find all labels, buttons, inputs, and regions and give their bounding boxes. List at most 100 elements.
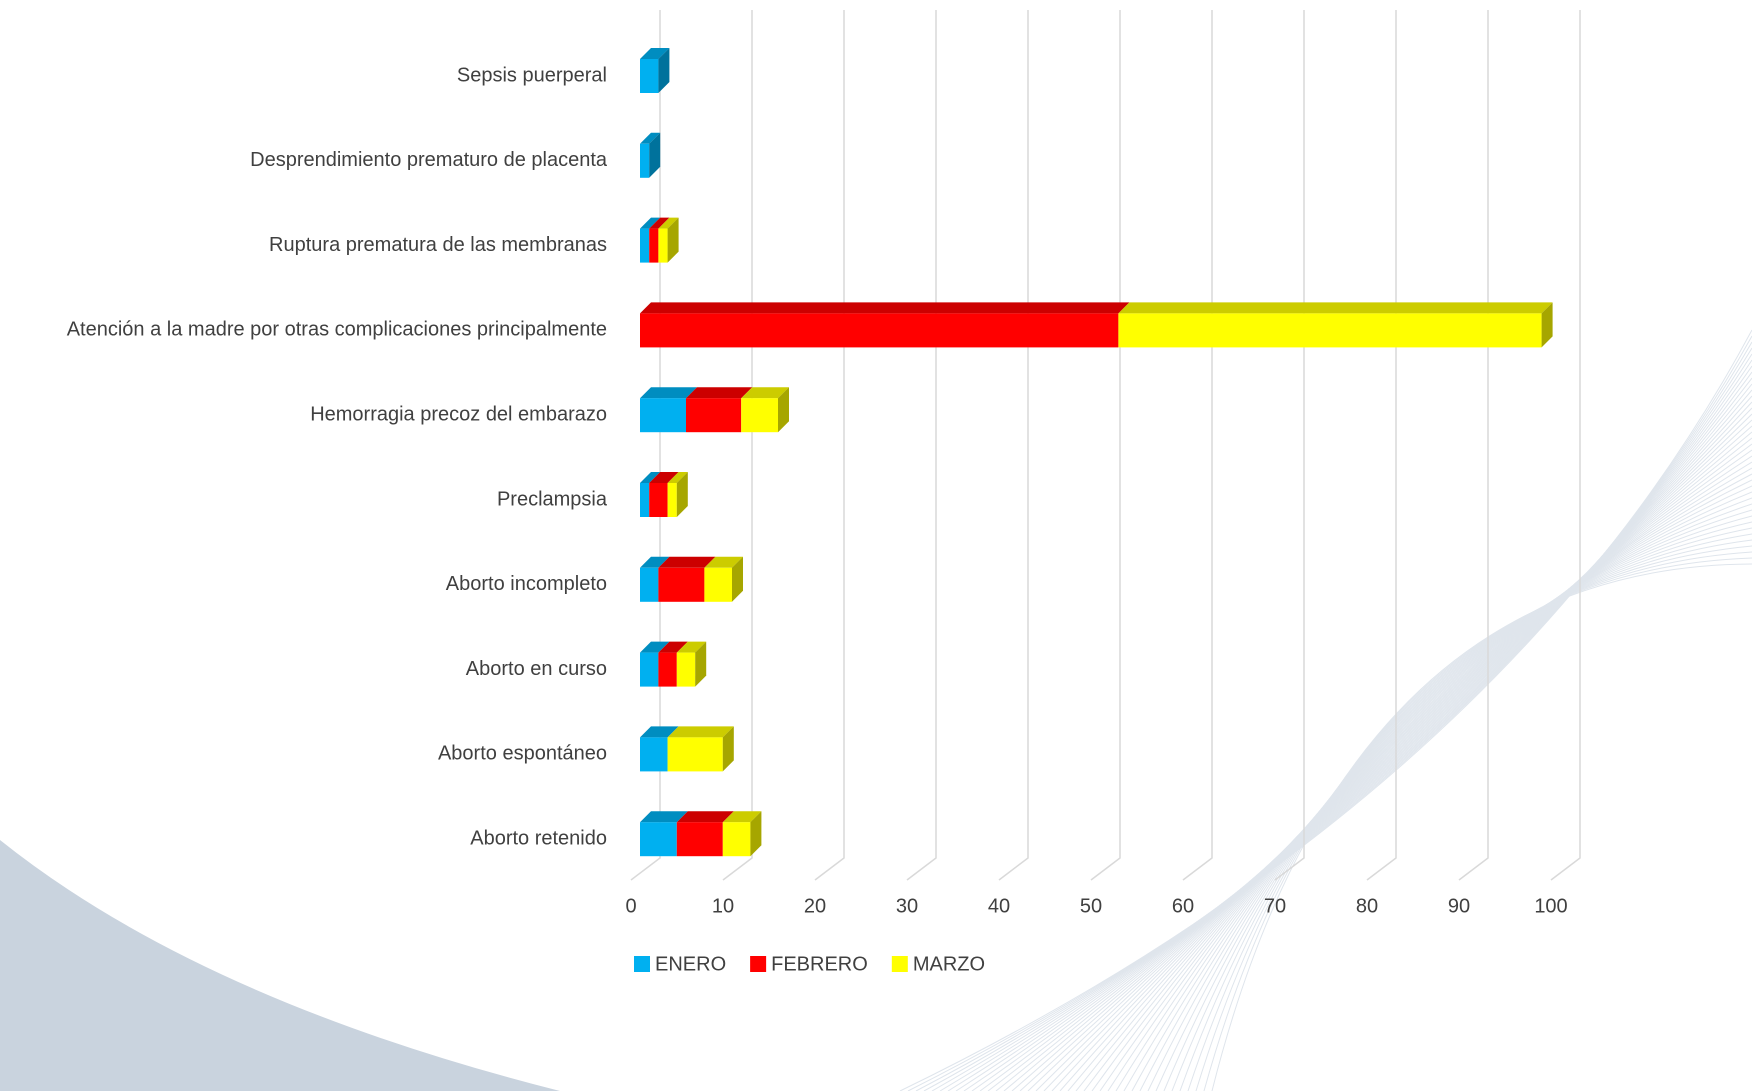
bar-side	[649, 132, 661, 178]
bar-side	[676, 472, 688, 517]
bar-side	[722, 726, 734, 772]
swirl-line	[1171, 533, 1752, 1091]
swirl-line	[1195, 551, 1752, 1091]
x-tick-label: 50	[1080, 895, 1102, 917]
category-label: Desprendimiento prematuro de placenta	[250, 149, 608, 171]
category-label: Preclampsia	[497, 488, 608, 510]
bar-top	[676, 641, 707, 653]
bar	[640, 652, 659, 687]
bar-top	[640, 472, 661, 483]
x-tick-label: 90	[1448, 895, 1470, 917]
bar-top	[704, 556, 743, 568]
bar-top	[640, 217, 661, 229]
swirl-line	[1059, 449, 1752, 1091]
bar-top	[667, 472, 688, 483]
background-lines	[899, 329, 1752, 1091]
bar-side	[778, 387, 789, 433]
bar-side	[667, 217, 679, 263]
swirl-line	[1035, 431, 1752, 1091]
bar	[640, 59, 659, 93]
legend-swatch	[750, 956, 767, 972]
swirl-line	[1099, 479, 1752, 1091]
x-tick-label: 20	[804, 895, 826, 917]
x-tick-label: 100	[1534, 895, 1567, 917]
x-tick-label: 40	[988, 895, 1010, 917]
bar	[640, 313, 1119, 348]
bar	[658, 228, 668, 263]
swirl-line	[1179, 539, 1752, 1091]
legend-label: MARZO	[913, 953, 985, 975]
grid-line	[722, 10, 753, 881]
bar-top	[640, 302, 1130, 314]
x-tick-label: 70	[1264, 895, 1286, 917]
swirl-line	[1187, 545, 1752, 1091]
category-label: Hemorragia precoz del embarazo	[310, 403, 607, 425]
swirl-line	[1075, 461, 1752, 1091]
bar	[741, 398, 778, 433]
swirl-line	[947, 365, 1752, 1091]
bar-top	[649, 472, 679, 483]
swirl-line	[955, 371, 1752, 1091]
bar	[640, 483, 650, 517]
swirl-line	[1115, 491, 1752, 1091]
bar-top	[741, 387, 789, 399]
bar	[676, 822, 723, 857]
swirl-line	[1163, 527, 1752, 1091]
bar	[640, 822, 677, 857]
swirl-line	[1067, 455, 1752, 1091]
bar	[1118, 313, 1542, 348]
category-label: Aborto retenido	[470, 827, 607, 849]
legend-swatch	[891, 956, 908, 972]
swirl-line	[1091, 473, 1752, 1091]
bar	[640, 228, 650, 263]
swirl-line	[1131, 503, 1752, 1091]
bar-top	[686, 387, 753, 399]
bar-top	[722, 811, 762, 823]
grid-line	[906, 10, 937, 881]
swirl-line	[1083, 467, 1752, 1091]
swirl-line	[963, 377, 1752, 1091]
bar	[722, 822, 751, 857]
swirl-line	[931, 353, 1752, 1091]
bar	[649, 228, 659, 263]
swirl-line	[995, 401, 1752, 1091]
grid-line	[1182, 10, 1213, 881]
grid-line	[1550, 10, 1581, 881]
bar	[640, 398, 686, 433]
swirl-line	[1203, 557, 1752, 1091]
x-tick-label: 10	[712, 895, 734, 917]
bar	[667, 737, 723, 772]
bar-top	[658, 556, 716, 568]
grid-line	[814, 10, 845, 881]
swirl-line	[923, 347, 1752, 1091]
swirl-line	[1011, 413, 1752, 1091]
bar-top	[640, 641, 670, 653]
bar	[667, 483, 677, 517]
grid-line	[1274, 10, 1305, 881]
bar-side	[658, 48, 670, 93]
bar-top	[640, 132, 661, 144]
bar-top	[676, 811, 734, 823]
bar-top	[640, 48, 670, 59]
swirl-line	[979, 389, 1752, 1091]
bar-side	[695, 641, 707, 687]
x-tick-label: 30	[896, 895, 918, 917]
category-label: Aborto en curso	[466, 658, 607, 680]
swirl-line	[1003, 407, 1752, 1091]
swirl-line	[1107, 485, 1752, 1091]
bar	[640, 567, 659, 602]
legend-label: FEBRERO	[771, 953, 868, 975]
x-tick-label: 60	[1172, 895, 1194, 917]
bar-top	[667, 726, 734, 738]
swirl-line	[1139, 509, 1752, 1091]
bar-top	[658, 217, 679, 229]
swirl-line	[1019, 419, 1752, 1091]
swirl-line	[915, 341, 1752, 1091]
category-label: Aborto espontáneo	[438, 743, 607, 765]
grid-line	[998, 10, 1029, 881]
swirl-line	[907, 335, 1752, 1091]
swirl-line	[1043, 437, 1752, 1091]
bar	[686, 398, 742, 433]
bar-top	[640, 387, 697, 399]
bar-side	[1541, 302, 1553, 348]
